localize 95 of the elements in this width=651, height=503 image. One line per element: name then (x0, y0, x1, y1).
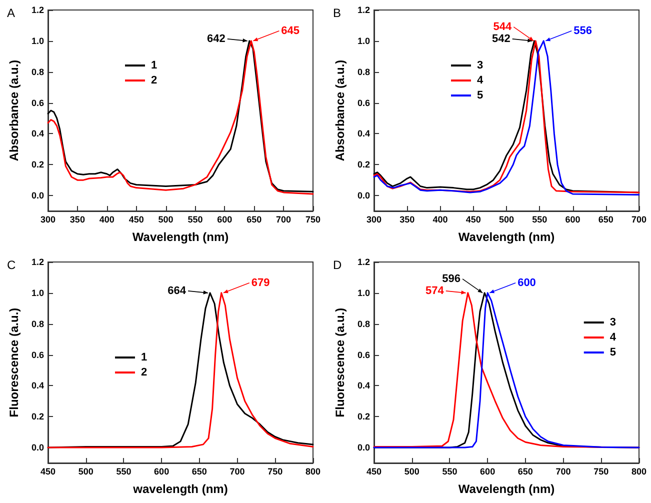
x-tick-label: 750 (305, 214, 321, 224)
y-axis-title: Absorbance (a.u.) (333, 60, 347, 162)
x-tick-label: 450 (40, 466, 56, 476)
chart-title: C (7, 258, 16, 272)
legend-label: 5 (477, 90, 484, 102)
y-tick-label: 1.0 (357, 36, 370, 46)
y-tick-label: 0.4 (31, 380, 44, 391)
x-tick-label: 350 (70, 214, 85, 224)
chart-title: A (7, 6, 16, 20)
x-tick-label: 650 (518, 466, 533, 476)
y-tick-label: 0.8 (31, 66, 44, 77)
y-tick-label: 0.6 (357, 98, 370, 108)
x-tick-label: 800 (631, 466, 647, 476)
legend-label: 3 (477, 60, 484, 72)
x-tick-label: 400 (99, 214, 114, 224)
x-tick-label: 650 (598, 214, 614, 224)
x-tick-label: 550 (442, 466, 458, 476)
x-tick-label: 600 (217, 214, 232, 224)
annotation: 574 (426, 284, 445, 297)
chart-title: B (333, 6, 342, 20)
y-tick-label: 0.6 (31, 98, 44, 108)
x-tick-label: 450 (128, 214, 144, 224)
y-tick-label: 0.4 (357, 128, 370, 139)
y-tick-label: 1.2 (31, 257, 44, 267)
y-tick-label: 0.0 (357, 190, 370, 201)
annotation: 596 (442, 272, 461, 285)
x-tick-label: 350 (400, 214, 415, 224)
y-tick-label: 1.2 (357, 257, 370, 267)
chart-title: D (333, 258, 342, 272)
y-tick-label: 1.0 (31, 288, 44, 298)
y-tick-label: 0.4 (31, 128, 44, 139)
x-tick-label: 500 (158, 214, 174, 224)
annotation: 642 (207, 32, 226, 45)
y-tick-label: 0.8 (357, 66, 370, 77)
x-tick-label: 650 (192, 466, 207, 476)
x-tick-label: 300 (40, 214, 56, 224)
y-tick-label: 1.2 (31, 5, 44, 15)
annotation: 664 (168, 284, 187, 297)
x-tick-label: 400 (432, 214, 448, 224)
legend-label: 4 (610, 332, 617, 344)
x-tick-label: 700 (556, 466, 571, 476)
y-tick-label: 0.6 (357, 350, 370, 360)
annotation: 679 (251, 276, 270, 289)
y-tick-label: 1.0 (357, 288, 370, 298)
legend-label: 2 (151, 74, 158, 86)
y-axis-title: Fluorescence (a.u.) (333, 308, 347, 418)
x-tick-label: 800 (305, 466, 321, 476)
y-tick-label: 0.6 (31, 350, 44, 360)
y-tick-label: 0.0 (357, 442, 370, 453)
legend-label: 4 (477, 74, 484, 86)
x-tick-label: 700 (631, 214, 647, 224)
y-tick-label: 1.2 (357, 5, 370, 15)
x-axis-title: Wavelength (nm) (458, 230, 555, 244)
x-tick-label: 600 (480, 466, 496, 476)
x-tick-label: 450 (366, 466, 382, 476)
x-tick-label: 700 (230, 466, 245, 476)
x-tick-label: 300 (366, 214, 382, 224)
annotation: 556 (574, 24, 592, 37)
legend-label: 1 (141, 352, 148, 364)
x-tick-label: 700 (276, 214, 292, 224)
legend-label: 1 (151, 60, 158, 72)
x-tick-label: 550 (116, 466, 132, 476)
x-axis-title: Wavelength (nm) (132, 230, 229, 244)
annotation: 544 (493, 20, 513, 33)
y-tick-label: 0.8 (31, 318, 44, 329)
y-tick-label: 0.2 (31, 160, 44, 170)
y-tick-label: 0.2 (31, 412, 44, 422)
x-tick-label: 600 (565, 214, 580, 224)
y-tick-label: 0.0 (31, 190, 44, 201)
x-tick-label: 550 (188, 214, 203, 224)
y-tick-label: 0.2 (357, 412, 370, 422)
y-tick-label: 0.8 (357, 318, 370, 329)
annotation: 542 (492, 32, 510, 45)
legend-label: 5 (610, 346, 616, 358)
x-tick-label: 650 (246, 214, 262, 224)
x-tick-label: 500 (78, 466, 94, 476)
y-tick-label: 0.0 (31, 442, 44, 453)
annotation: 645 (281, 24, 300, 37)
y-axis-title: Fluorescence (a.u.) (7, 308, 21, 418)
legend-label: 2 (141, 366, 148, 378)
x-axis-title: Wavelength (nm) (458, 482, 555, 496)
y-axis-title: Absorbance (a.u.) (7, 60, 21, 162)
annotation: 600 (518, 276, 536, 289)
y-tick-label: 0.4 (357, 380, 370, 391)
x-tick-label: 550 (532, 214, 548, 224)
x-tick-label: 500 (498, 214, 514, 224)
x-axis-title: wavelength (nm) (132, 482, 228, 496)
x-tick-label: 750 (268, 466, 283, 476)
x-tick-label: 600 (154, 466, 170, 476)
x-tick-label: 500 (404, 466, 420, 476)
x-tick-label: 450 (466, 214, 481, 224)
y-tick-label: 0.2 (357, 160, 370, 170)
x-tick-label: 750 (594, 466, 609, 476)
legend-label: 3 (610, 316, 616, 328)
y-tick-label: 1.0 (31, 36, 44, 46)
